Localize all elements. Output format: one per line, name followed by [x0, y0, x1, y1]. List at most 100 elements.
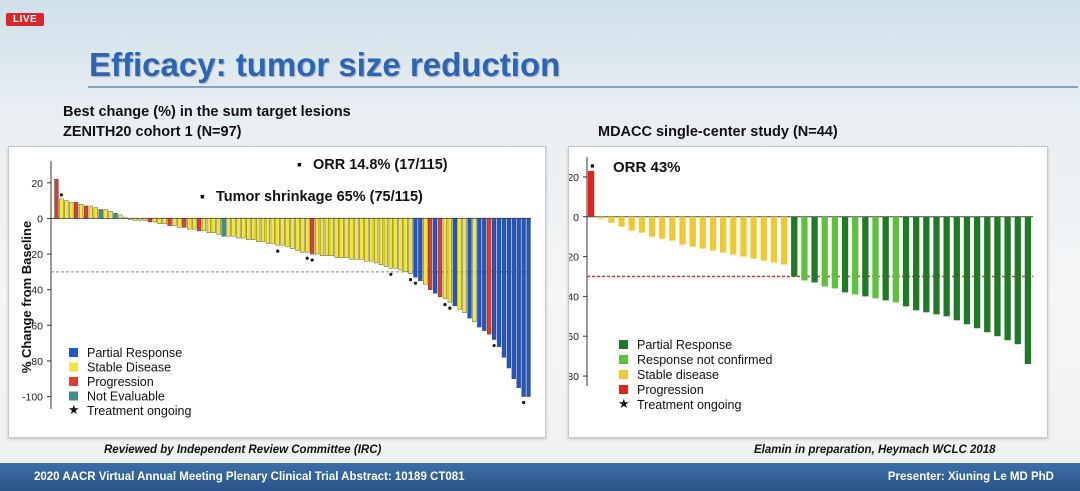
legend-label: Treatment ongoing: [637, 398, 742, 412]
right-chart-panel: 20 0 -20 -40 -60 -80 ▪ ORR 43% Partial Respon…: [564, 146, 1048, 438]
bar: [984, 216, 991, 333]
orr-annotation-bullet: ▪: [297, 156, 302, 172]
bar: [285, 218, 290, 248]
title-divider: [88, 86, 1078, 88]
bar: [157, 218, 162, 224]
y-tick-label: 0: [37, 213, 43, 225]
bar: [923, 216, 930, 313]
y-tick-label: 20: [31, 178, 43, 190]
bar: [882, 216, 889, 301]
legend-label: Progression: [637, 383, 704, 397]
bar: [378, 218, 384, 265]
legend-star-icon: ★: [618, 396, 630, 411]
treatment-ongoing-marker: [413, 281, 418, 285]
bar: [487, 218, 492, 335]
bar: [423, 218, 428, 285]
bar: [1024, 216, 1032, 365]
left-footnote: Reviewed by Independent Review Committee…: [104, 444, 382, 456]
bar: [1014, 216, 1021, 345]
bar: [69, 202, 74, 219]
bar: [324, 218, 330, 257]
bar: [236, 218, 241, 239]
bar: [201, 218, 207, 232]
bar: [689, 216, 696, 247]
bar: [118, 214, 123, 219]
bar: [137, 218, 143, 221]
bar: [750, 216, 757, 259]
bar: [791, 216, 798, 277]
bar: [108, 211, 113, 219]
bar: [821, 216, 828, 287]
bar: [953, 216, 960, 321]
bar: [452, 218, 457, 306]
bar: [187, 218, 192, 230]
mdacc-waterfall-chart: 20 0 -20 -40 -60 -80 ▪ ORR 43% Partial Respon…: [564, 157, 1033, 412]
bar: [852, 216, 859, 295]
legend-swatch: [69, 348, 78, 357]
legend-label: Stable disease: [637, 368, 719, 382]
treatment-ongoing-marker: [443, 302, 447, 307]
legend-swatch: [69, 377, 78, 386]
bar: [344, 218, 349, 258]
bar: [177, 218, 182, 228]
right-orr-annotation: ORR 43%: [613, 159, 681, 176]
bar: [295, 218, 300, 251]
bar: [152, 218, 157, 223]
bar: [275, 218, 280, 246]
bar: [648, 216, 656, 237]
treatment-ongoing-marker: [389, 272, 393, 276]
right-footnote: Elamin in preparation, Heymach WCLC 2018: [754, 444, 996, 456]
bar: [492, 218, 497, 340]
bar: [226, 218, 231, 237]
bar: [902, 216, 910, 307]
left-subtitle-line2: ZENITH20 cohort 1 (N=97): [63, 124, 242, 140]
bar: [398, 218, 403, 271]
bar: [383, 218, 389, 267]
bar: [216, 218, 221, 235]
bar: [255, 218, 261, 242]
treatment-ongoing-marker: [408, 278, 413, 282]
bar: [265, 218, 271, 244]
legend-swatch: [69, 391, 78, 401]
bar: [310, 218, 315, 255]
y-tick-label: -80: [569, 371, 579, 383]
bar: [206, 218, 212, 233]
bar: [364, 218, 369, 262]
y-tick-label: 20: [569, 172, 579, 184]
bar: [83, 205, 89, 219]
bar: [526, 218, 531, 397]
bar: [719, 216, 727, 253]
bar: [477, 218, 482, 328]
bar: [305, 218, 310, 253]
bar: [973, 216, 981, 329]
bar: [618, 216, 625, 227]
orr-annotation: ORR 14.8% (17/115): [313, 157, 448, 173]
zenith20-waterfall-chart: 20 0 -20 -40 -60 -80 -100 % Change from Baseli…: [19, 156, 531, 418]
bar: [59, 198, 64, 219]
bar: [172, 218, 177, 226]
bar: [290, 218, 295, 249]
bar: [260, 218, 266, 242]
bar: [699, 216, 706, 249]
y-tick-label: -40: [28, 285, 43, 297]
treatment-ongoing-marker: [276, 249, 280, 253]
bar: [442, 218, 448, 299]
treatment-ongoing-marker: [59, 193, 63, 197]
bar: [472, 218, 477, 322]
legend-swatch: [619, 370, 628, 379]
bar: [418, 218, 423, 281]
bar: [892, 216, 900, 303]
bar: [162, 218, 167, 224]
bar: [432, 218, 438, 294]
left-chart-panel: 20 0 -20 -40 -60 -80 -100 % Change from Baseli…: [8, 146, 546, 438]
slide-title: Efficacy: tumor size reduction: [89, 46, 561, 83]
bar: [54, 179, 59, 219]
bar: [196, 218, 202, 232]
bar: [482, 218, 487, 331]
bar: [167, 218, 172, 226]
legend-label: Not Evaluable: [87, 390, 165, 404]
bar: [147, 218, 153, 223]
bar: [413, 218, 418, 278]
